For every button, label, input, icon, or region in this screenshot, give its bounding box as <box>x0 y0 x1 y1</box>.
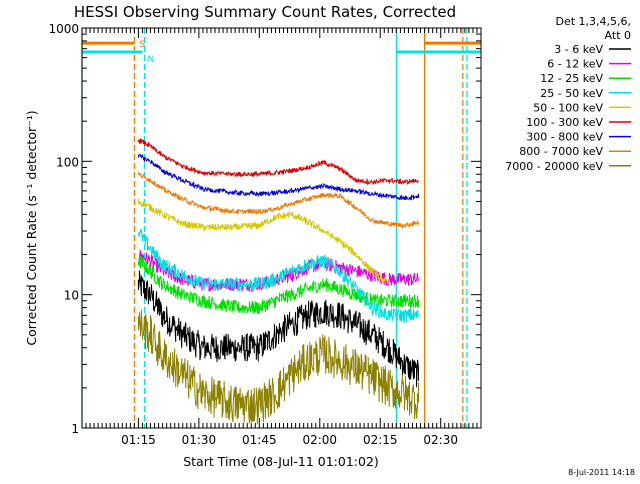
legend-header-line-1: Det 1,3,4,5,6, <box>555 15 631 28</box>
series-line-8 <box>137 309 419 425</box>
x-tick-label-2: 01:45 <box>242 433 277 447</box>
legend-label-0: 3 - 6 keV <box>554 43 603 56</box>
legend-header-line-2: Att 0 <box>605 29 631 42</box>
x-tick-label-1: 01:30 <box>182 433 217 447</box>
y-tick-label-1: 10 <box>64 289 79 303</box>
chart-title: HESSI Observing Summary Count Rates, Cor… <box>74 3 456 21</box>
timestamp: 8-Jul-2011 14:18 <box>568 468 635 477</box>
legend-label-2: 12 - 25 keV <box>540 72 603 85</box>
legend-label-1: 6 - 12 keV <box>547 58 603 71</box>
series-group <box>137 138 419 425</box>
x-tick-label-5: 02:30 <box>423 433 458 447</box>
x-tick-label-0: 01:15 <box>121 433 156 447</box>
series-line-0 <box>137 270 419 388</box>
series-line-7 <box>137 171 419 229</box>
series-line-5 <box>137 138 419 186</box>
x-tick-label-4: 02:15 <box>363 433 398 447</box>
flag-label-1: N <box>147 55 154 65</box>
series-line-1 <box>137 249 419 293</box>
flag-bars: SN <box>82 40 481 65</box>
y-tick-label-2: 100 <box>56 155 79 169</box>
legend-label-5: 100 - 300 keV <box>526 116 603 129</box>
legend-label-8: 7000 - 20000 keV <box>505 160 603 173</box>
y-axis-label: Corrected Count Rate (s⁻¹ detector⁻¹) <box>24 110 39 345</box>
flag-label-0: S <box>139 40 145 50</box>
legend-label-7: 800 - 7000 keV <box>519 145 603 158</box>
plot-frame <box>81 27 482 429</box>
series-line-4 <box>137 198 389 285</box>
y-tick-label-3: 1000 <box>48 22 79 36</box>
axes: 01:15 01:30 01:45 02:00 02:15 02:30 1 10 100 1000 <box>48 22 482 447</box>
legend-label-6: 300 - 800 keV <box>526 131 603 144</box>
legend-label-4: 50 - 100 keV <box>533 101 603 114</box>
x-tick-label-3: 02:00 <box>302 433 337 447</box>
series-line-3 <box>137 229 419 324</box>
y-tick-label-0: 1 <box>71 422 79 436</box>
x-axis-label: Start Time (08-Jul-11 01:01:02) <box>183 454 379 469</box>
legend-label-3: 25 - 50 keV <box>540 87 603 100</box>
series-line-6 <box>137 153 419 201</box>
